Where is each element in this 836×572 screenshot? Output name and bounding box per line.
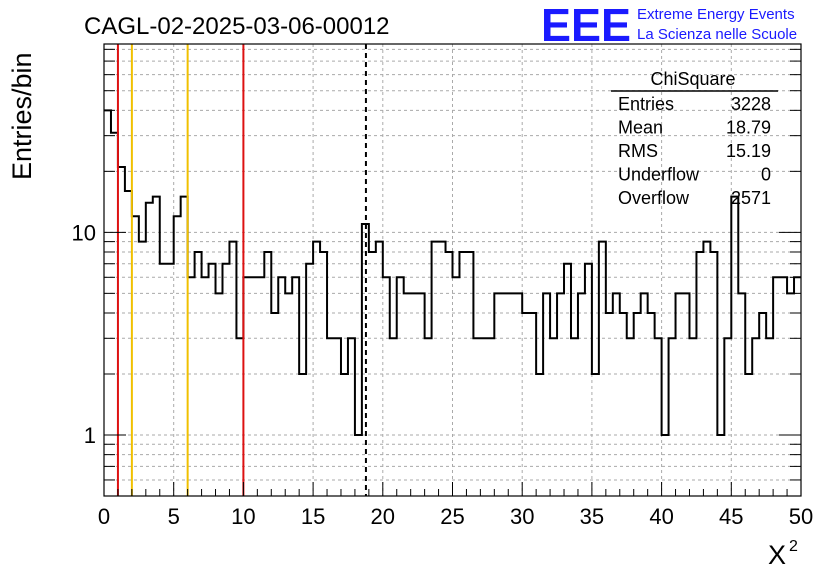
stats-box: ChiSquare Entries 3228 Mean 18.79 RMS 15.19 Un…: [611, 69, 778, 208]
run-title: CAGL-02-2025-03-06-00012: [84, 13, 390, 40]
y-tick-label: 1: [84, 423, 96, 448]
stats-label: Entries: [618, 94, 674, 114]
x-tick-label: 50: [789, 504, 813, 529]
y-tick-label: 10: [72, 220, 96, 245]
stats-label: Underflow: [618, 165, 700, 185]
stats-value: 18.79: [726, 118, 771, 138]
y-tick-labels: 1 10: [72, 220, 96, 448]
stats-rows: Entries 3228 Mean 18.79 RMS 15.19 Underflow 0 Ov…: [618, 94, 771, 208]
stats-value: 0: [761, 165, 771, 185]
logo-line-1: Extreme Energy Events: [637, 6, 795, 23]
x-tick-label: 15: [301, 504, 325, 529]
x-tick-label: 20: [371, 504, 395, 529]
marker-lines: [116, 44, 367, 496]
histogram-line: [104, 109, 801, 436]
x-tick-label: 45: [719, 504, 743, 529]
y-axis-title: Entries/bin: [7, 52, 37, 180]
x-tick-label: 10: [231, 504, 255, 529]
logo-letters: EEE: [541, 0, 631, 51]
stats-label: RMS: [618, 141, 658, 161]
stats-value: 3228: [731, 94, 771, 114]
stats-label: Mean: [618, 118, 663, 138]
axis-ticks: [103, 48, 802, 496]
stats-value: 15.19: [726, 141, 771, 161]
x-tick-label: 35: [580, 504, 604, 529]
stats-title: ChiSquare: [650, 69, 735, 89]
x-axis-title-superscript: 2: [789, 538, 798, 555]
x-tick-label: 25: [440, 504, 464, 529]
histogram: [104, 109, 801, 436]
logo-line-2: La Scienza nelle Scuole: [637, 26, 797, 43]
x-tick-label: 0: [98, 504, 110, 529]
stats-value: 2571: [731, 188, 771, 208]
x-axis-title-base: X: [768, 540, 786, 570]
x-axis-title: X 2: [768, 538, 798, 570]
x-tick-label: 30: [510, 504, 534, 529]
x-tick-label: 40: [649, 504, 673, 529]
x-tick-label: 5: [168, 504, 180, 529]
x-tick-labels: 0 5 10 15 20 25 30 35 40 45 50: [98, 504, 813, 529]
stats-label: Overflow: [618, 188, 690, 208]
